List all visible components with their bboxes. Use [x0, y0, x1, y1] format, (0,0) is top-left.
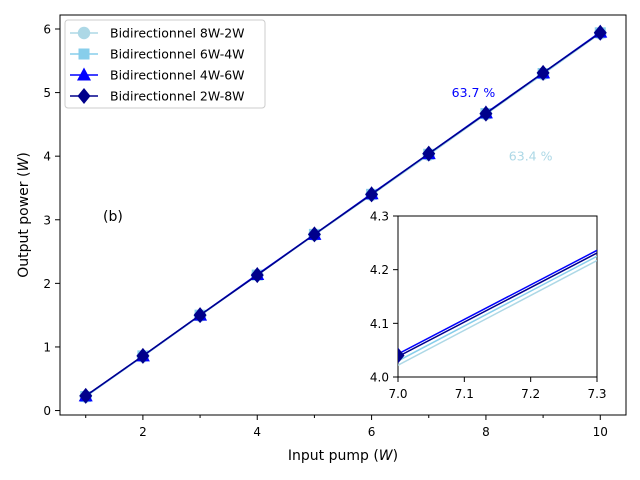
x-tick-label: 8 — [482, 425, 490, 439]
x-tick-label: 4 — [253, 425, 261, 439]
legend-entry: Bidirectionnel 8W-2W — [70, 26, 245, 41]
panel-label: (b) — [103, 209, 123, 225]
legend-label: Bidirectionnel 4W-6W — [110, 68, 245, 83]
data-point — [77, 26, 91, 40]
y-tick-label: 3 — [43, 213, 51, 227]
inset-x-tick-label: 7.1 — [455, 387, 474, 401]
inset-y-tick-label: 4.2 — [370, 263, 389, 277]
efficiency-annotation: 63.4 % — [509, 149, 553, 164]
x-tick-label: 2 — [139, 425, 147, 439]
data-point — [365, 186, 379, 203]
data-point — [479, 105, 493, 122]
legend-label: Bidirectionnel 2W-8W — [110, 89, 245, 104]
inset-x-tick-label: 7.3 — [587, 387, 606, 401]
main-ticks: 2 4 6 8 10 0 1 2 3 4 5 6 — [43, 22, 608, 439]
legend-label: Bidirectionnel 6W-4W — [110, 47, 245, 62]
y-tick-label: 5 — [43, 86, 51, 100]
inset-y-tick-label: 4.1 — [370, 317, 389, 331]
data-point — [398, 347, 405, 364]
inset-series-line — [398, 249, 597, 355]
y-tick-label: 2 — [43, 277, 51, 291]
inset-y-tick-label: 4.0 — [370, 371, 389, 385]
y-tick-label: 6 — [43, 22, 51, 36]
y-axis-label: Output power (W) — [16, 152, 32, 278]
data-point — [307, 226, 321, 243]
x-tick-label: 10 — [593, 425, 608, 439]
inset-series-line — [398, 255, 597, 362]
inset-x-tick-label: 7.2 — [521, 387, 540, 401]
inset-y-tick-label: 4.3 — [370, 210, 389, 224]
data-point — [536, 64, 550, 81]
data-point — [136, 347, 150, 364]
annotations: 63.7 % 63.4 % — [452, 85, 553, 164]
legend: Bidirectionnel 8W-2W Bidirectionnel 6W-4W… — [64, 19, 266, 109]
legend-entry: Bidirectionnel 4W-6W — [70, 67, 245, 83]
legend-entry: Bidirectionnel 2W-8W — [70, 88, 245, 104]
inset-plot: 7.0 7.1 7.2 7.3 4.0 4.1 4.2 4.3 — [370, 210, 607, 402]
data-point — [77, 67, 91, 81]
legend-frame — [64, 19, 266, 109]
y-tick-label: 0 — [43, 404, 51, 418]
y-axis-label-unit: W — [16, 157, 32, 172]
data-point — [422, 145, 436, 162]
y-tick-label: 1 — [43, 340, 51, 354]
x-axis-label: Input pump (W) — [288, 448, 398, 464]
inset-plot-frame — [397, 215, 598, 378]
data-point — [78, 48, 90, 60]
inset-series-line — [398, 252, 597, 358]
data-point — [250, 267, 264, 284]
y-tick-label: 4 — [43, 150, 51, 164]
legend-label: Bidirectionnel 8W-2W — [110, 26, 245, 41]
efficiency-annotation: 63.7 % — [452, 85, 496, 100]
data-point — [193, 307, 207, 324]
data-point — [593, 24, 607, 41]
y-axis-label-text: Output power — [16, 181, 32, 278]
x-tick-label: 6 — [368, 425, 376, 439]
x-axis-label-unit: W — [379, 448, 394, 464]
main-series — [78, 24, 608, 404]
data-point — [79, 387, 93, 404]
legend-entry: Bidirectionnel 6W-4W — [70, 47, 245, 62]
inset-ticks: 7.0 7.1 7.2 7.3 4.0 4.1 4.2 4.3 — [370, 210, 607, 402]
series-bidirectionnel-2w-8w — [79, 24, 607, 404]
series-line — [85, 32, 601, 397]
inset-series-line — [398, 259, 597, 366]
x-axis-label-text: Input pump — [288, 448, 369, 464]
data-point — [77, 88, 91, 104]
inset-series — [398, 249, 597, 366]
inset-x-tick-label: 7.0 — [388, 387, 407, 401]
